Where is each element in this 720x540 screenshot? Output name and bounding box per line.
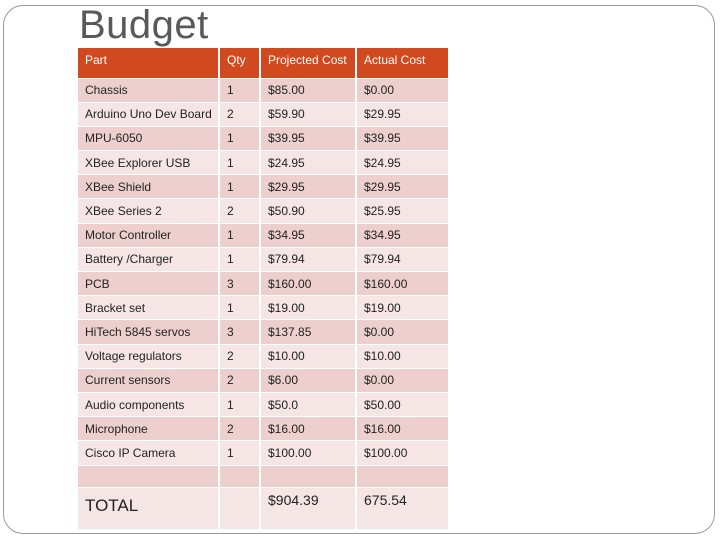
total-label: TOTAL: [78, 486, 220, 529]
cell-projected-cost: $50.0: [260, 391, 357, 417]
cell-part: PCB: [78, 270, 220, 296]
header-part: Part: [78, 48, 220, 78]
cell-part: XBee Series 2: [78, 198, 220, 224]
cell-projected-cost: $19.00: [260, 295, 357, 320]
cell-actual-cost: $0.00: [356, 77, 448, 103]
table-row: Battery /Charger 1 $79.94 $79.94: [78, 246, 448, 272]
cell-qty: 3: [219, 319, 261, 345]
cell-qty: 2: [219, 101, 261, 127]
cell-qty: 1: [219, 440, 261, 465]
cell-actual-cost: $16.00: [356, 416, 448, 441]
cell-projected-cost: $160.00: [260, 270, 357, 296]
table-row: Chassis 1 $85.00 $0.00: [78, 77, 448, 103]
blank-cell: [219, 464, 261, 487]
table-row: Bracket set 1 $19.00 $19.00: [78, 295, 448, 320]
cell-qty: 1: [219, 174, 261, 199]
blank-cell: [260, 464, 357, 487]
cell-actual-cost: $79.94: [356, 246, 448, 272]
cell-actual-cost: $10.00: [356, 343, 448, 369]
cell-projected-cost: $59.90: [260, 101, 357, 127]
cell-qty: 3: [219, 270, 261, 296]
cell-part: Bracket set: [78, 295, 220, 320]
cell-part: Battery /Charger: [78, 246, 220, 272]
table-row: Current sensors 2 $6.00 $0.00: [78, 367, 448, 393]
cell-projected-cost: $16.00: [260, 416, 357, 441]
table-row: XBee Shield 1 $29.95 $29.95: [78, 174, 448, 199]
cell-projected-cost: $79.94: [260, 246, 357, 272]
cell-projected-cost: $24.95: [260, 150, 357, 175]
cell-qty: 2: [219, 343, 261, 369]
total-actual-cost: 675.54: [356, 486, 448, 529]
cell-actual-cost: $0.00: [356, 367, 448, 393]
cell-part: Voltage regulators: [78, 343, 220, 369]
slide-frame: [3, 5, 715, 534]
cell-actual-cost: $0.00: [356, 319, 448, 345]
cell-part: Audio components: [78, 391, 220, 417]
table-row: HiTech 5845 servos 3 $137.85 $0.00: [78, 319, 448, 345]
cell-actual-cost: $19.00: [356, 295, 448, 320]
cell-qty: 2: [219, 416, 261, 441]
cell-part: XBee Explorer USB: [78, 150, 220, 175]
table-row: XBee Series 2 2 $50.90 $25.95: [78, 198, 448, 224]
total-qty: [219, 486, 261, 529]
table-row: Arduino Uno Dev Board 2 $59.90 $29.95: [78, 101, 448, 127]
cell-actual-cost: $25.95: [356, 198, 448, 224]
total-projected-cost: $904.39: [260, 486, 357, 529]
table-row: Voltage regulators 2 $10.00 $10.00: [78, 343, 448, 369]
cell-actual-cost: $160.00: [356, 270, 448, 296]
cell-projected-cost: $6.00: [260, 367, 357, 393]
cell-projected-cost: $39.95: [260, 125, 357, 151]
table-row: Microphone 2 $16.00 $16.00: [78, 416, 448, 441]
cell-projected-cost: $34.95: [260, 222, 357, 248]
blank-cell: [356, 464, 448, 487]
table-row: Audio components 1 $50.0 $50.00: [78, 391, 448, 417]
header-qty: Qty: [219, 48, 261, 78]
table-header-row: Part Qty Projected Cost Actual Cost: [78, 48, 448, 78]
cell-actual-cost: $29.95: [356, 101, 448, 127]
cell-projected-cost: $100.00: [260, 440, 357, 465]
slide-title: Budget: [79, 3, 209, 47]
cell-actual-cost: $39.95: [356, 125, 448, 151]
cell-qty: 1: [219, 150, 261, 175]
cell-qty: 1: [219, 222, 261, 248]
total-row: TOTAL $904.39 675.54: [78, 486, 448, 529]
cell-qty: 1: [219, 77, 261, 103]
cell-projected-cost: $50.90: [260, 198, 357, 224]
cell-part: HiTech 5845 servos: [78, 319, 220, 345]
cell-part: Chassis: [78, 77, 220, 103]
cell-qty: 1: [219, 246, 261, 272]
cell-qty: 2: [219, 367, 261, 393]
table-row: XBee Explorer USB 1 $24.95 $24.95: [78, 150, 448, 175]
cell-qty: 1: [219, 391, 261, 417]
blank-row: [78, 464, 448, 487]
table-row: Motor Controller 1 $34.95 $34.95: [78, 222, 448, 248]
cell-actual-cost: $100.00: [356, 440, 448, 465]
budget-table: Part Qty Projected Cost Actual Cost Chas…: [78, 48, 448, 529]
cell-part: MPU-6050: [78, 125, 220, 151]
cell-actual-cost: $24.95: [356, 150, 448, 175]
cell-actual-cost: $34.95: [356, 222, 448, 248]
cell-qty: 1: [219, 125, 261, 151]
cell-part: Cisco IP Camera: [78, 440, 220, 465]
cell-part: XBee Shield: [78, 174, 220, 199]
table-row: Cisco IP Camera 1 $100.00 $100.00: [78, 440, 448, 465]
cell-qty: 1: [219, 295, 261, 320]
header-actual-cost: Actual Cost: [356, 48, 448, 78]
cell-part: Microphone: [78, 416, 220, 441]
cell-projected-cost: $10.00: [260, 343, 357, 369]
cell-part: Current sensors: [78, 367, 220, 393]
cell-projected-cost: $85.00: [260, 77, 357, 103]
cell-part: Arduino Uno Dev Board: [78, 101, 220, 127]
blank-cell: [78, 464, 220, 487]
cell-projected-cost: $29.95: [260, 174, 357, 199]
table-row: MPU-6050 1 $39.95 $39.95: [78, 125, 448, 151]
table-row: PCB 3 $160.00 $160.00: [78, 270, 448, 296]
cell-projected-cost: $137.85: [260, 319, 357, 345]
cell-qty: 2: [219, 198, 261, 224]
cell-actual-cost: $50.00: [356, 391, 448, 417]
cell-part: Motor Controller: [78, 222, 220, 248]
table-body: Chassis 1 $85.00 $0.00 Arduino Uno Dev Board…: [78, 77, 448, 529]
cell-actual-cost: $29.95: [356, 174, 448, 199]
header-projected-cost: Projected Cost: [260, 48, 357, 78]
